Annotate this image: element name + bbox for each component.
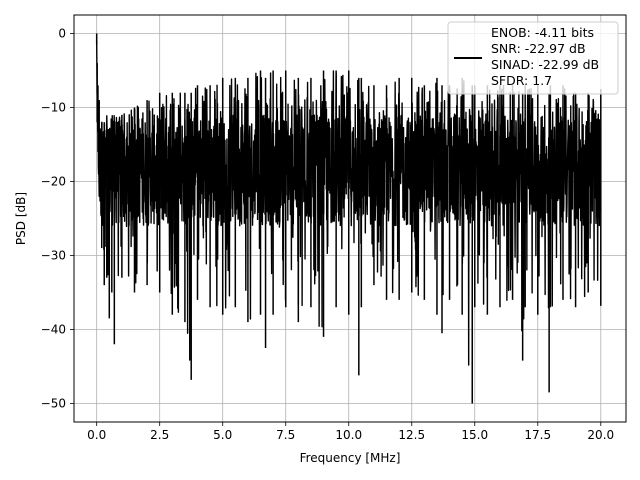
y-tick-label: 0 <box>58 27 66 41</box>
x-tick-label: 2.5 <box>150 428 169 442</box>
x-tick-label: 10.0 <box>335 428 362 442</box>
x-tick-label: 17.5 <box>524 428 551 442</box>
plot-frame <box>73 14 627 423</box>
x-tick-label: 7.5 <box>276 428 295 442</box>
x-tick-label: 20.0 <box>587 428 614 442</box>
legend-snr: SNR: -22.97 dB <box>491 41 586 56</box>
y-tick-label: −40 <box>41 323 66 337</box>
y-axis-label: PSD [dB] <box>14 192 28 245</box>
legend-sinad: SINAD: -22.99 dB <box>491 57 599 72</box>
legend: ENOB: -4.11 bits SNR: -22.97 dB SINAD: -… <box>447 21 619 95</box>
x-axis-label: Frequency [MHz] <box>300 451 401 465</box>
y-tick-label: −10 <box>41 101 66 115</box>
x-tick-label: 15.0 <box>461 428 488 442</box>
series-psd <box>95 33 602 404</box>
legend-enob: ENOB: -4.11 bits <box>491 25 594 40</box>
axes: 0.0 2.5 5.0 7.5 10.0 12.5 15.0 17.5 20.0 0 −10 −20 −… <box>41 27 614 443</box>
legend-sfdr: SFDR: 1.7 <box>491 73 552 88</box>
y-tick-label: −20 <box>41 175 66 189</box>
x-tick-label: 5.0 <box>213 428 232 442</box>
legend-box <box>447 21 619 95</box>
y-tick-label: −50 <box>41 397 66 411</box>
x-tick-label: 12.5 <box>398 428 425 442</box>
y-tick-label: −30 <box>41 249 66 263</box>
x-tick-label: 0.0 <box>87 428 106 442</box>
